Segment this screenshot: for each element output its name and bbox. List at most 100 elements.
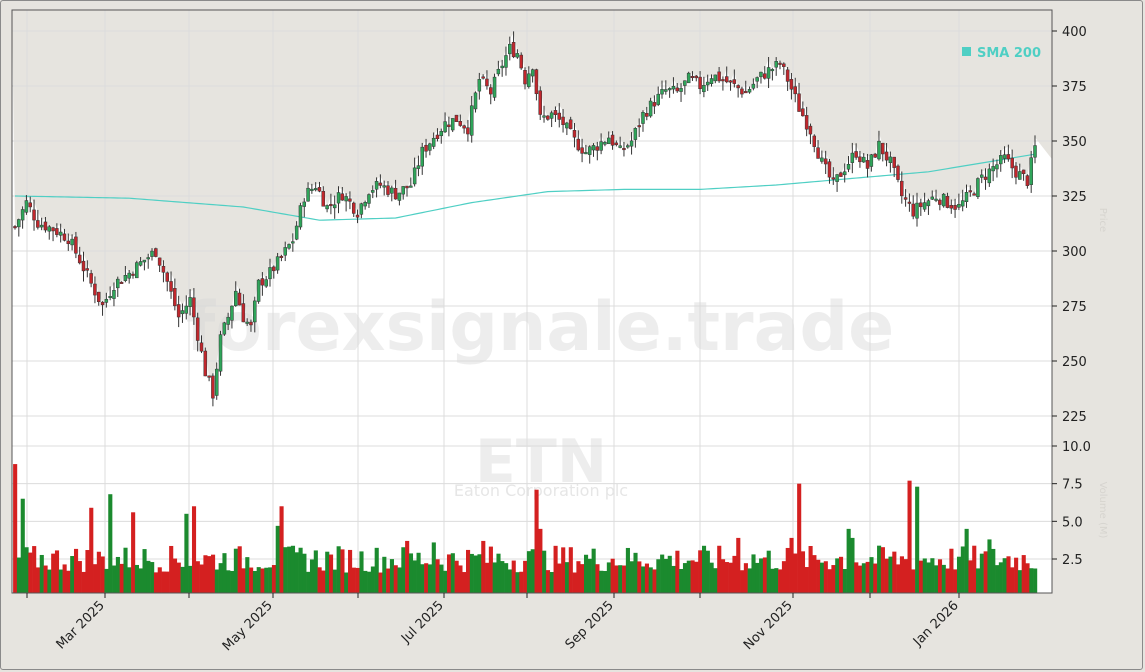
volume-bar	[488, 546, 493, 593]
volume-bar	[367, 571, 372, 593]
candle	[173, 288, 177, 307]
candle	[382, 185, 386, 188]
volume-bar	[203, 555, 208, 593]
volume-bar	[675, 550, 680, 593]
candle	[302, 201, 307, 207]
volume-bar	[462, 572, 467, 593]
price-tick-label: 400	[1062, 25, 1087, 40]
volume-bar	[332, 569, 337, 593]
legend-label: SMA 200	[977, 46, 1041, 61]
volume-bar	[751, 554, 756, 593]
candle	[804, 115, 809, 130]
volume-bar	[226, 570, 231, 593]
volume-bar	[382, 556, 387, 593]
volume-bar	[504, 563, 509, 593]
candle	[20, 209, 25, 221]
candle	[264, 279, 268, 287]
volume-bar	[112, 565, 117, 593]
candle	[131, 273, 135, 276]
volume-bar	[142, 549, 147, 593]
volume-bar	[785, 547, 790, 593]
volume-bar	[941, 564, 946, 593]
volume-bar	[405, 540, 410, 593]
candle	[979, 174, 984, 178]
volume-bar	[492, 562, 497, 593]
volume-bar	[644, 563, 649, 593]
volume-bar	[20, 498, 25, 593]
candle	[100, 301, 105, 306]
candle	[253, 300, 257, 323]
volume-bar	[934, 565, 939, 593]
volume-bar	[207, 556, 212, 593]
sma200-line	[14, 153, 1036, 221]
candle	[511, 42, 516, 58]
volume-bar	[835, 558, 840, 593]
volume-bar	[127, 567, 132, 593]
volume-bar	[648, 567, 653, 593]
volume-bar	[435, 559, 440, 593]
volume-bar	[359, 551, 364, 593]
candle	[351, 202, 356, 214]
candle	[584, 152, 588, 155]
volume-bar	[949, 548, 954, 593]
volume-bar	[408, 553, 414, 593]
volume-bar	[416, 552, 421, 593]
candle	[976, 178, 980, 197]
volume-bar	[1017, 570, 1022, 593]
volume-bar	[538, 528, 543, 593]
volume-tick-label: 2.5	[1062, 553, 1083, 568]
volume-bar	[165, 571, 170, 593]
volume-bar	[995, 565, 1000, 593]
volume-bar	[230, 570, 235, 593]
volume-bar	[960, 546, 965, 593]
candle	[987, 168, 992, 184]
volume-bar	[911, 569, 916, 593]
candle	[310, 188, 314, 191]
candle	[515, 53, 520, 58]
candle	[39, 224, 44, 228]
candle	[603, 142, 607, 145]
candle	[89, 273, 93, 284]
volume-bar	[530, 549, 535, 593]
candle	[55, 228, 59, 235]
volume-bar	[606, 562, 611, 593]
candle	[793, 86, 797, 95]
volume-bar	[28, 552, 33, 593]
candle	[24, 200, 29, 213]
volume-bar	[412, 560, 417, 593]
volume-bar	[355, 567, 360, 593]
volume-bar	[671, 565, 676, 593]
volume-bar	[81, 571, 86, 593]
candle	[861, 156, 866, 163]
candle	[888, 156, 893, 163]
candle	[626, 145, 630, 148]
legend-sma200[interactable]: SMA 200	[962, 46, 1041, 61]
candle	[1021, 169, 1026, 175]
candle	[359, 203, 364, 215]
candle	[645, 113, 649, 117]
volume-bar	[43, 565, 48, 593]
volume-bar	[374, 547, 379, 593]
candle	[283, 247, 287, 256]
candle	[705, 81, 710, 86]
candle	[587, 146, 592, 155]
volume-bar	[622, 565, 627, 593]
volume-bar	[260, 568, 265, 593]
candle	[519, 54, 523, 69]
candle	[199, 342, 204, 352]
volume-bar	[694, 561, 699, 593]
volume-bar	[660, 554, 665, 593]
volume-bar	[47, 569, 52, 593]
volume-bar	[667, 555, 672, 593]
candle	[671, 86, 676, 90]
candle	[157, 257, 162, 266]
candle	[782, 63, 786, 67]
date-tick-label: Nov 2025	[741, 598, 796, 653]
candle	[690, 76, 695, 79]
candle	[957, 204, 961, 208]
candle	[447, 124, 451, 128]
candle	[207, 375, 211, 378]
candle	[374, 181, 379, 190]
volume-bar	[298, 547, 303, 593]
